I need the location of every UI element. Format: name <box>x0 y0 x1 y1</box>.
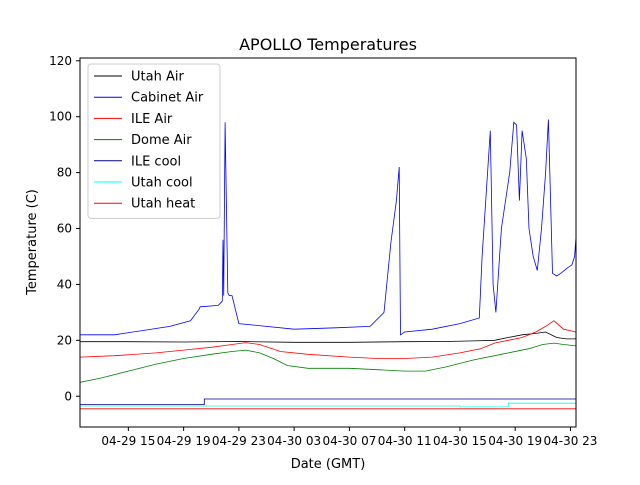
legend-box <box>87 63 221 219</box>
y-tick-label: 60 <box>57 222 72 236</box>
x-tick-label: 04-30 11 <box>378 434 432 448</box>
legend: Utah Air Cabinet Air ILE Air Dome Air ILE co… <box>87 63 221 219</box>
x-tick-label: 04-30 03 <box>267 434 321 448</box>
y-axis-label: Temperature (C) <box>25 189 40 296</box>
legend-label-utah-air: Utah Air <box>131 70 184 85</box>
x-tick-label: 04-30 19 <box>488 434 542 448</box>
legend-label-utah-heat: Utah heat <box>131 197 195 212</box>
legend-label-cabinet-air: Cabinet Air <box>131 91 204 106</box>
series-group <box>80 119 576 410</box>
y-tick-label: 20 <box>57 333 72 347</box>
y-tick-label: 100 <box>49 110 72 124</box>
legend-label-utah-cool: Utah cool <box>131 176 193 191</box>
x-tick-label: 04-30 07 <box>322 434 376 448</box>
series-line-utah-cool <box>80 402 576 408</box>
x-tick-label: 04-30 15 <box>433 434 487 448</box>
series-line-ile-air <box>80 320 576 359</box>
chart-title: APOLLO Temperatures <box>239 35 417 54</box>
x-tick-label: 04-30 23 <box>543 434 597 448</box>
legend-label-ile-air: ILE Air <box>131 112 173 127</box>
y-tick-label: 80 <box>57 166 72 180</box>
series-line-ile-cool <box>80 398 576 406</box>
x-tick-label: 04-29 23 <box>212 434 266 448</box>
y-tick-label: 40 <box>57 277 72 291</box>
axes-frame <box>79 57 577 428</box>
x-tick-label: 04-29 19 <box>157 434 211 448</box>
x-tick-label: 04-29 15 <box>101 434 155 448</box>
series-line-utah-air <box>80 331 576 343</box>
y-tick-label: 120 <box>49 54 72 68</box>
y-tick-label: 0 <box>64 389 72 403</box>
legend-label-dome-air: Dome Air <box>131 133 192 148</box>
legend-label-ile-cool: ILE cool <box>131 154 181 169</box>
series-line-cabinet-air <box>80 119 576 336</box>
x-axis-label: Date (GMT) <box>291 457 366 472</box>
series-line-dome-air <box>80 342 576 383</box>
plot-area: 04-29 15 04-29 19 04-29 23 04-30 03 04-30 07… <box>49 54 597 448</box>
